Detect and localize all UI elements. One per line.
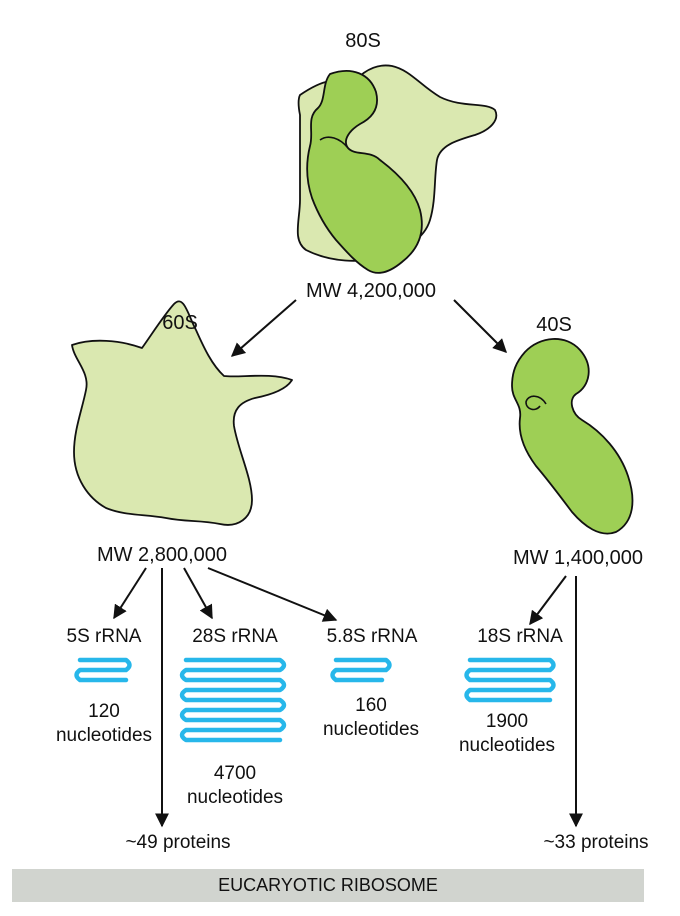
- 5-8s-rrna-label: 5.8S rRNA: [326, 626, 418, 647]
- arrow-80s-to-40s: [453, 299, 507, 353]
- arrow-60s-to-5-8s: [207, 567, 338, 622]
- 80s-mw: MW 4,200,000: [305, 280, 437, 302]
- 18s-rrna-count: 1900: [485, 711, 529, 732]
- 5-8s-rrna-unit: nucleotides: [322, 719, 420, 740]
- 18s-rrna-label: 18S rRNA: [477, 626, 563, 647]
- 40s-mw: MW 1,400,000: [512, 547, 644, 569]
- 5s-rrna-count: 120: [88, 701, 120, 722]
- diagram-title-bar: EUCARYOTIC RIBOSOME: [12, 869, 644, 902]
- 28s-rrna-unit: nucleotides: [186, 787, 284, 808]
- arrow-60s-to-5s: [113, 567, 147, 620]
- 5s-rrna-length: 120 nucleotides: [56, 700, 152, 748]
- 40s-protein-count: ~33 proteins: [543, 832, 649, 853]
- 40s-subunit-shape: [511, 338, 634, 535]
- 80s-small-subunit-fold: [319, 136, 349, 149]
- 5s-rrna-label: 5S rRNA: [66, 626, 142, 647]
- 5s-rrna-unit: nucleotides: [55, 725, 153, 746]
- arrow-60s-to-28s: [183, 567, 213, 620]
- diagram-title: EUCARYOTIC RIBOSOME: [218, 875, 438, 895]
- 5-8s-rrna-strand: [330, 657, 392, 683]
- 60s-label: 60S: [162, 312, 198, 334]
- 18s-rrna-unit: nucleotides: [458, 735, 556, 756]
- 80s-label: 80S: [345, 30, 381, 52]
- 5-8s-rrna-count: 160: [355, 695, 387, 716]
- 5s-rrna-strand: [74, 657, 132, 683]
- 28s-rrna-label: 28S rRNA: [192, 626, 278, 647]
- arrow-40s-to-18s: [529, 575, 567, 626]
- 80s-small-subunit-shape: [306, 70, 423, 274]
- 18s-rrna-strand: [464, 657, 556, 703]
- 40s-label: 40S: [536, 314, 572, 336]
- 18s-rrna-length: 1900 nucleotides: [459, 710, 555, 758]
- 28s-rrna-length: 4700 nucleotides: [187, 762, 283, 810]
- 40s-subunit-fold: [525, 395, 547, 411]
- 28s-rrna-count: 4700: [213, 763, 257, 784]
- arrow-80s-to-60s: [230, 299, 297, 357]
- 60s-subunit-shape: [71, 300, 293, 526]
- 28s-rrna-strand: [179, 657, 287, 743]
- 5-8s-rrna-length: 160 nucleotides: [323, 694, 419, 742]
- 60s-mw: MW 2,800,000: [96, 544, 228, 566]
- 60s-protein-count: ~49 proteins: [125, 832, 231, 853]
